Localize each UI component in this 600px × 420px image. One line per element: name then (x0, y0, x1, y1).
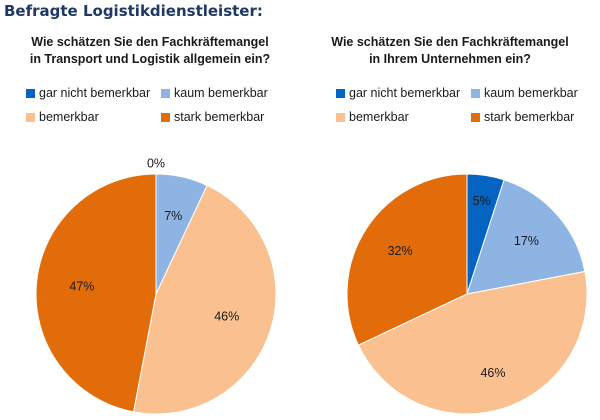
data-label-kaum: 17% (514, 234, 539, 248)
legend-label: bemerkbar (39, 110, 99, 124)
legend-item-stark: stark bemerkbar (471, 110, 574, 124)
legend-label: kaum bemerkbar (174, 86, 268, 100)
legend-item-kaum: kaum bemerkbar (471, 86, 578, 100)
legend-label: stark bemerkbar (174, 110, 265, 124)
chart-title: Wie schätzen Sie den Fachkräftemangel in… (29, 35, 271, 66)
legend-swatch (26, 88, 35, 98)
chart-title: Wie schätzen Sie den Fachkräftemangel in… (331, 35, 569, 66)
legend-swatch (471, 112, 480, 122)
legend-item-kaum: kaum bemerkbar (161, 86, 268, 100)
pie-slice-bemerkbar (132, 184, 277, 415)
legend-label: stark bemerkbar (484, 110, 575, 124)
chart-panel-company: Wie schätzen Sie den Fachkräftemangel in… (300, 0, 600, 420)
legend-label: gar nicht bemerkbar (39, 86, 151, 100)
legend-swatch (336, 112, 345, 122)
legend-label: bemerkbar (349, 110, 409, 124)
legend-item-gar-nicht: gar nicht bemerkbar (336, 86, 460, 100)
legend-item-bemerkbar: bemerkbar (336, 110, 409, 124)
legend-swatch (26, 112, 35, 122)
data-label-kaum: 7% (164, 209, 182, 223)
data-label-gar-nicht: 0% (147, 156, 165, 170)
data-label-stark: 47% (69, 279, 94, 293)
pie-chart-general: 0% 7% 46% 47% (35, 156, 277, 415)
chart-panel-general: Wie schätzen Sie den Fachkräftemangel in… (26, 35, 277, 415)
pie-slice-stark (346, 173, 468, 346)
legend-swatch (336, 88, 345, 98)
data-label-gar-nicht: 5% (473, 194, 491, 208)
data-label-bemerkbar: 46% (480, 366, 505, 380)
pie-chart-company: 5% 17% 46% 32% (346, 173, 588, 415)
pie-slice-bemerkbar (357, 270, 588, 415)
legend-item-gar-nicht: gar nicht bemerkbar (26, 86, 150, 100)
legend-item-stark: stark bemerkbar (161, 110, 264, 124)
page-heading: Befragte Logistikdienstleister: (4, 2, 263, 20)
data-label-bemerkbar: 46% (214, 309, 239, 323)
legend-item-bemerkbar: bemerkbar (26, 110, 99, 124)
legend-swatch (471, 88, 480, 98)
legend-swatch (161, 112, 170, 122)
pie-slice-kaum (466, 179, 586, 295)
pie-slice-stark (35, 173, 157, 413)
legend-label: kaum bemerkbar (484, 86, 578, 100)
legend-label: gar nicht bemerkbar (349, 86, 461, 100)
legend-swatch (161, 88, 170, 98)
data-label-stark: 32% (388, 244, 413, 258)
